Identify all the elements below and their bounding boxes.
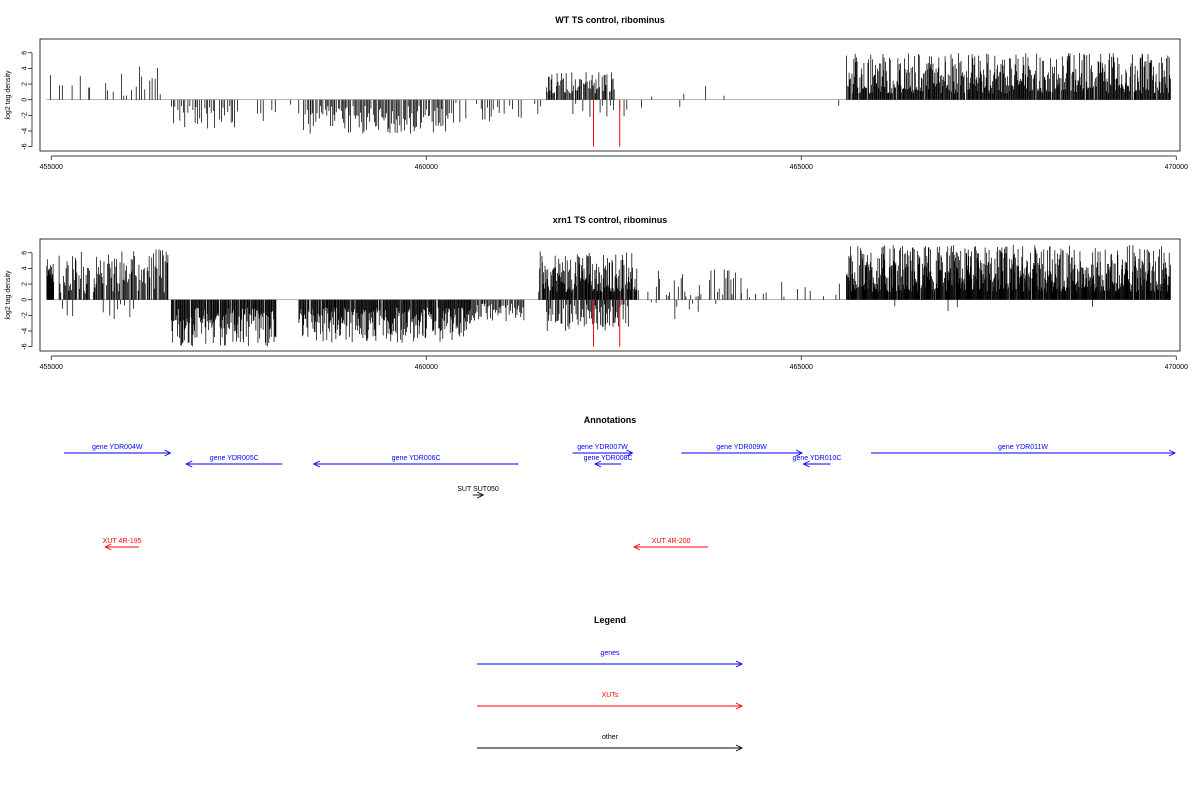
legend-label: XUTs <box>602 692 619 699</box>
x-tick-label: 460000 <box>415 364 438 371</box>
feature-arrow-head <box>477 491 485 499</box>
feature-label: XUT 4R-200 <box>652 538 691 545</box>
xrn1-track-ylabel: log2 tag density <box>5 270 12 320</box>
y-tick-label: 0 <box>22 98 29 102</box>
x-tick-label: 460000 <box>415 164 438 171</box>
xrn1-plot-frame <box>39 238 1181 352</box>
feature-arrow-head <box>802 460 810 468</box>
feature-arrow-head <box>104 543 112 551</box>
x-tick-label: 470000 <box>1165 164 1188 171</box>
xrn1-plot-area <box>46 244 1171 347</box>
feature-arrow-head <box>632 543 641 551</box>
feature-arrow-head <box>312 460 320 468</box>
y-tick-label: 2 <box>22 282 29 286</box>
wt-plot-area <box>46 53 1171 147</box>
y-tick-label: -4 <box>22 328 29 334</box>
annotation-features: gene YDR004W gene YDR005C gene YDR006C gene… <box>64 444 1177 551</box>
wt-track-ylabel: log2 tag density <box>5 70 12 120</box>
x-tick-label: 465000 <box>790 364 813 371</box>
feature-label: SUT SUT050 <box>457 486 499 493</box>
feature-label: gene YDR009W <box>716 444 767 451</box>
wt-plot-frame <box>39 38 1181 152</box>
xrn1-track-panel: xrn1 TS control, ribominus log2 tag dens… <box>5 215 1188 371</box>
feature-arrow-head <box>185 460 193 468</box>
y-tick-label: -4 <box>22 128 29 134</box>
feature-label: gene YDR007W <box>577 444 628 451</box>
y-tick-label: -2 <box>22 112 29 118</box>
feature-label: gene YDR006C <box>392 455 441 462</box>
legend-arrow-head <box>735 702 744 710</box>
feature-arrow-head <box>164 449 172 457</box>
feature-arrow-head <box>795 449 804 457</box>
legend-items: genes XUTs other <box>477 650 744 752</box>
legend-panel: Legend genes XUTs other <box>477 615 744 752</box>
y-tick-label: 6 <box>22 51 29 55</box>
annotations-title: Annotations <box>584 415 637 425</box>
feature-label: gene YDR008C <box>584 455 633 462</box>
feature-label: gene YDR011W <box>998 444 1048 451</box>
x-tick-label: 470000 <box>1165 364 1188 371</box>
y-tick-label: 4 <box>22 266 29 270</box>
y-tick-label: 0 <box>22 298 29 302</box>
y-tick-label: 6 <box>22 251 29 255</box>
feature-arrow-head <box>1168 449 1177 457</box>
y-tick-label: -2 <box>22 312 29 318</box>
feature-label: gene YDR005C <box>210 455 259 462</box>
y-tick-label: -6 <box>22 343 29 349</box>
x-tick-label: 455000 <box>40 164 63 171</box>
feature-label: gene YDR010C <box>793 455 842 462</box>
wt-track-panel: WT TS control, ribominus log2 tag densit… <box>5 15 1188 171</box>
xrn1-track-title: xrn1 TS control, ribominus <box>553 215 668 225</box>
legend-title: Legend <box>594 615 626 625</box>
wt-track-title: WT TS control, ribominus <box>555 15 665 25</box>
y-tick-label: -6 <box>22 143 29 149</box>
x-tick-label: 465000 <box>790 164 813 171</box>
legend-label: other <box>602 734 619 741</box>
feature-label: gene YDR004W <box>92 444 143 451</box>
y-tick-label: 4 <box>22 66 29 70</box>
feature-arrow-head <box>626 449 634 457</box>
feature-label: XUT 4R-195 <box>103 538 142 545</box>
legend-arrow-head <box>735 660 744 668</box>
legend-label: genes <box>600 650 620 657</box>
x-tick-label: 455000 <box>40 364 63 371</box>
y-tick-label: 2 <box>22 82 29 86</box>
feature-arrow-head <box>593 460 602 468</box>
legend-arrow-head <box>735 744 744 752</box>
